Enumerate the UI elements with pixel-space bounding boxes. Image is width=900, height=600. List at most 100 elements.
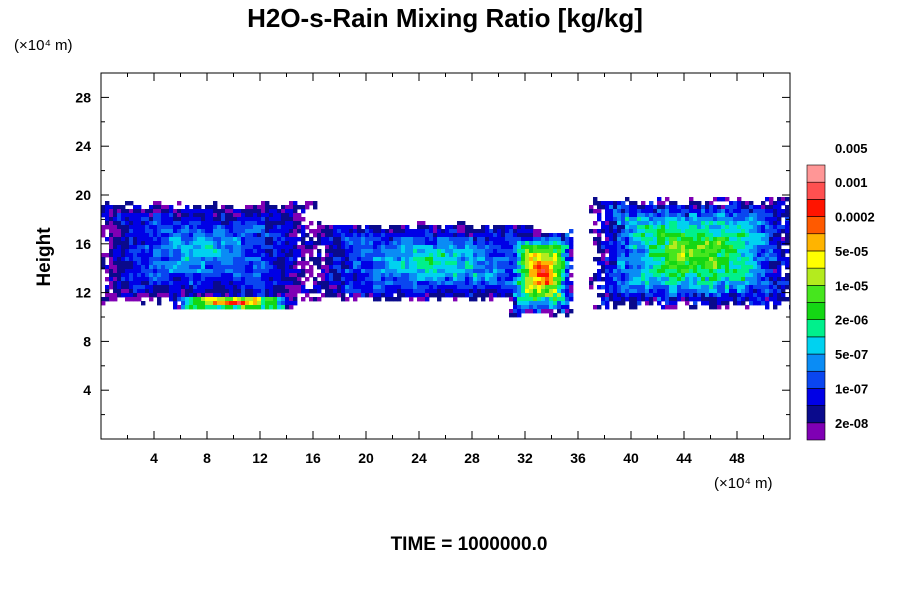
field-cell	[729, 273, 734, 278]
field-cell	[429, 281, 434, 286]
field-cell	[201, 269, 206, 274]
field-cell	[253, 293, 258, 298]
field-cell	[329, 281, 334, 286]
field-cell	[657, 225, 662, 230]
field-cell	[273, 289, 278, 294]
x-tick-label: 4	[150, 450, 158, 466]
field-cell	[421, 249, 426, 254]
field-cell	[217, 213, 222, 218]
field-cell	[101, 257, 106, 262]
field-cell	[209, 269, 214, 274]
field-cell	[529, 241, 534, 246]
field-cell	[465, 225, 470, 230]
field-cell	[737, 253, 742, 258]
field-cell	[601, 269, 606, 274]
field-cell	[349, 285, 354, 290]
field-cell	[133, 277, 138, 282]
field-cell	[433, 249, 438, 254]
field-cell	[725, 281, 730, 286]
field-cell	[173, 261, 178, 266]
field-cell	[121, 213, 126, 218]
field-cell	[177, 253, 182, 258]
field-cell	[285, 289, 290, 294]
field-cell	[629, 249, 634, 254]
field-cell	[697, 293, 702, 298]
field-cell	[625, 225, 630, 230]
field-cell	[781, 289, 786, 294]
field-cell	[173, 293, 178, 298]
field-cell	[629, 281, 634, 286]
field-cell	[745, 253, 750, 258]
field-cell	[613, 305, 618, 310]
field-cell	[165, 257, 170, 262]
field-cell	[373, 225, 378, 230]
field-cell	[553, 233, 558, 238]
field-cell	[241, 273, 246, 278]
field-cell	[477, 245, 482, 250]
field-cell	[521, 257, 526, 262]
field-cell	[513, 245, 518, 250]
field-cell	[693, 241, 698, 246]
field-cell	[125, 281, 130, 286]
field-cell	[517, 301, 522, 306]
field-cell	[301, 249, 306, 254]
x-tick-label: 8	[203, 450, 211, 466]
field-cell	[761, 257, 766, 262]
field-cell	[453, 257, 458, 262]
field-cell	[205, 229, 210, 234]
field-cell	[361, 285, 366, 290]
field-cell	[485, 293, 490, 298]
field-cell	[633, 293, 638, 298]
field-cell	[345, 277, 350, 282]
field-cell	[621, 281, 626, 286]
field-cell	[133, 289, 138, 294]
field-cell	[341, 285, 346, 290]
field-cell	[317, 249, 322, 254]
field-cell	[109, 221, 114, 226]
field-cell	[509, 309, 514, 314]
field-cell	[513, 297, 518, 302]
field-cell	[249, 297, 254, 302]
field-cell	[537, 293, 542, 298]
field-cell	[493, 273, 498, 278]
colorbar-swatch	[806, 388, 826, 406]
field-cell	[121, 225, 126, 230]
field-cell	[605, 241, 610, 246]
field-cell	[621, 209, 626, 214]
field-cell	[325, 289, 330, 294]
field-cell	[749, 289, 754, 294]
field-cell	[689, 245, 694, 250]
field-cell	[657, 257, 662, 262]
field-cell	[193, 225, 198, 230]
field-cell	[433, 269, 438, 274]
field-cell	[669, 273, 674, 278]
field-cell	[333, 249, 338, 254]
field-cell	[277, 273, 282, 278]
field-cell	[545, 297, 550, 302]
field-cell	[245, 217, 250, 222]
field-cell	[257, 217, 262, 222]
field-cell	[729, 257, 734, 262]
field-cell	[185, 265, 190, 270]
field-cell	[497, 245, 502, 250]
field-cell	[489, 241, 494, 246]
field-cell	[657, 201, 662, 206]
field-cell	[265, 237, 270, 242]
field-cell	[141, 281, 146, 286]
field-cell	[601, 297, 606, 302]
field-cell	[537, 301, 542, 306]
field-cell	[401, 233, 406, 238]
field-cell	[481, 277, 486, 282]
field-cell	[217, 249, 222, 254]
field-cell	[597, 269, 602, 274]
field-cell	[753, 253, 758, 258]
field-cell	[421, 237, 426, 242]
field-cell	[737, 297, 742, 302]
field-cell	[417, 289, 422, 294]
x-unit-label: (×10⁴ m)	[714, 475, 773, 492]
field-cell	[733, 273, 738, 278]
field-cell	[689, 253, 694, 258]
field-cell	[433, 285, 438, 290]
field-cell	[137, 241, 142, 246]
